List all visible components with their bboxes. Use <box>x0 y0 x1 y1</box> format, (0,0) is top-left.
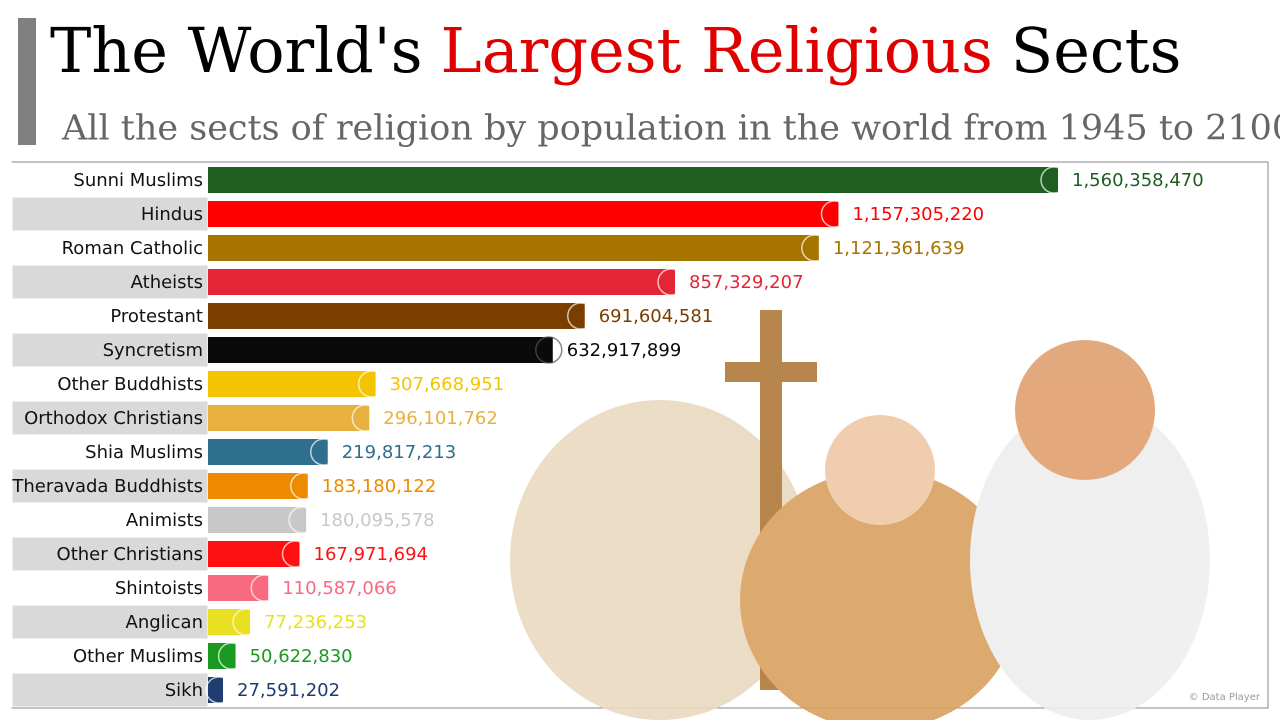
value-label: 50,622,830 <box>250 646 353 667</box>
label-cell <box>11 672 209 708</box>
category-label: Sikh <box>165 680 203 701</box>
bar-icon <box>309 438 338 466</box>
bar-icon <box>357 370 386 398</box>
label-cell <box>11 638 209 674</box>
bar <box>208 405 370 431</box>
category-label: Other Buddhists <box>57 374 203 395</box>
title-part: The World's <box>50 14 423 87</box>
bar-icon <box>232 608 260 636</box>
credit: © Data Player <box>1189 692 1261 703</box>
bar-icon <box>351 404 380 432</box>
bar-icon <box>1040 166 1068 194</box>
label-cell <box>11 366 209 402</box>
category-label: Orthodox Christians <box>24 408 203 429</box>
bar-icon <box>535 336 563 364</box>
bar <box>208 303 585 329</box>
bar-icon <box>290 472 318 500</box>
bar-icon <box>250 574 278 602</box>
category-label: Roman Catholic <box>62 238 203 259</box>
bar <box>208 541 300 567</box>
value-label: 77,236,253 <box>264 612 367 633</box>
label-cell <box>11 298 209 334</box>
value-label: 167,971,694 <box>314 544 429 565</box>
bar-icon <box>281 540 310 568</box>
label-cell <box>11 264 209 300</box>
value-label: 1,560,358,470 <box>1072 170 1204 191</box>
category-label: Shintoists <box>115 578 203 599</box>
bar-icon <box>820 200 849 228</box>
chart-subtitle: All the sects of religion by population … <box>61 109 1280 149</box>
bar <box>208 609 251 635</box>
bar-icon <box>288 506 316 534</box>
category-label: Anglican <box>126 612 203 633</box>
label-cell <box>11 570 209 606</box>
title-part: Sects <box>1011 14 1182 87</box>
category-label: Animists <box>126 510 203 531</box>
category-label: Theravada Buddhists <box>11 476 203 497</box>
title-part: Largest Religious <box>441 14 993 87</box>
label-cell <box>11 162 209 198</box>
value-label: 180,095,578 <box>320 510 435 531</box>
category-label: Protestant <box>110 306 203 327</box>
bar <box>208 439 328 465</box>
label-cell <box>11 400 209 436</box>
value-label: 632,917,899 <box>567 340 682 361</box>
bar <box>208 337 553 363</box>
bar <box>208 201 839 227</box>
value-label: 1,157,305,220 <box>852 204 984 225</box>
bar-icon <box>657 268 685 296</box>
bar <box>208 575 269 601</box>
value-label: 296,101,762 <box>383 408 498 429</box>
bar <box>208 677 224 703</box>
bar-icon <box>801 234 829 262</box>
value-label: 27,591,202 <box>237 680 340 701</box>
category-label: Atheists <box>131 272 203 293</box>
value-label: 183,180,122 <box>322 476 437 497</box>
bar <box>208 507 307 533</box>
label-cell <box>11 332 209 368</box>
bar-icon <box>205 676 233 704</box>
label-cell <box>11 434 209 470</box>
bar-icon <box>217 642 246 670</box>
category-label: Shia Muslims <box>85 442 203 463</box>
bar-icon <box>566 302 595 330</box>
category-label: Hindus <box>141 204 203 225</box>
value-label: 110,587,066 <box>282 578 397 599</box>
bar <box>208 235 819 261</box>
bar <box>208 269 676 295</box>
bar <box>208 371 376 397</box>
title-accent <box>18 18 36 145</box>
category-label: Other Muslims <box>73 646 203 667</box>
label-cell <box>11 604 209 640</box>
bar <box>208 473 308 499</box>
category-label: Syncretism <box>103 340 203 361</box>
value-label: 219,817,213 <box>342 442 457 463</box>
label-cell <box>11 196 209 232</box>
value-label: 857,329,207 <box>689 272 804 293</box>
category-label: Sunni Muslims <box>73 170 203 191</box>
chart-title: The World's Largest Religious Sects <box>50 14 1181 87</box>
category-label: Other Christians <box>57 544 203 565</box>
bar <box>208 167 1058 193</box>
value-label: 1,121,361,639 <box>833 238 965 259</box>
label-cell <box>11 468 209 504</box>
value-label: 307,668,951 <box>390 374 505 395</box>
illustration <box>510 310 1210 724</box>
value-label: 691,604,581 <box>599 306 714 327</box>
